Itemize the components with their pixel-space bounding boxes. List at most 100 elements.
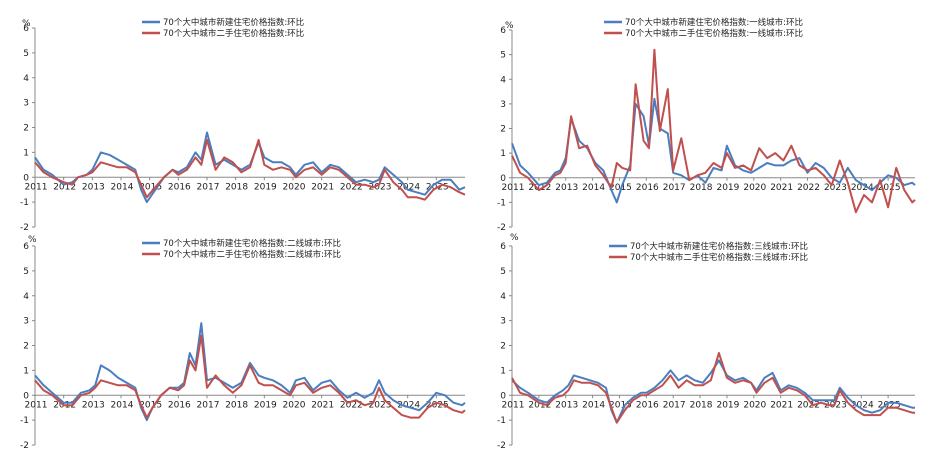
x-tick-label: 2013 [555,183,578,193]
y-tick-label: -2 [20,223,29,233]
series-line-second [34,138,466,201]
y-tick-label: 4 [23,74,29,84]
x-tick-label: 2015 [139,182,162,192]
y-tick-label: 4 [23,292,29,302]
x-tick-label: 2012 [528,400,551,410]
y-tick-label: 6 [500,26,506,36]
x-tick-label: 2014 [582,400,605,410]
y-tick-label: -2 [497,223,506,233]
y-tick-label: 4 [500,75,506,85]
x-tick-label: 2014 [111,400,134,410]
x-tick-label: 2018 [690,183,713,193]
x-tick-label: 2021 [311,400,334,410]
legend-label: 70个大中城市新建住宅价格指数:一线城市:环比 [625,17,803,28]
legend-label: 70个大中城市二手住宅价格指数:一线城市:环比 [625,28,803,39]
y-tick-label: 0 [23,391,29,401]
series-line-second [511,352,915,424]
y-tick-label: 1 [500,366,506,376]
x-tick-label: 2019 [716,183,739,193]
y-unit-label: % [28,235,37,245]
y-tick-label: -1 [497,198,506,208]
y-tick-label: 5 [500,51,506,61]
y-tick-label: 2 [23,124,29,134]
chart-panel-1: % -2 -1 0 1 2 3 4 5 6 2011 2012 2013 2014 2015 2016 2017… [20,17,466,233]
x-tick-label: 2012 [528,183,551,193]
x-tick-label: 2023 [824,183,847,193]
series-line-second [511,48,916,214]
y-tick-label: -1 [20,416,29,426]
x-tick-label: 2025 [878,183,901,193]
y-tick-label: 5 [23,267,29,277]
x-tick-label: 2023 [369,400,392,410]
y-tick-label: 6 [500,242,506,252]
x-tick-label: 2015 [609,400,632,410]
y-tick-label: 6 [23,242,29,252]
series-line-second [34,334,466,419]
x-tick-label: 2015 [139,400,162,410]
x-tick-label: 2014 [111,182,134,192]
x-tick-label: 2020 [283,182,306,192]
x-tick-label: 2021 [770,183,793,193]
x-tick-label: 2021 [311,182,334,192]
legend-label: 70个大中城市新建住宅价格指数:二线城市:环比 [163,238,341,249]
y-unit-label: % [510,233,519,243]
legend-label: 70个大中城市二手住宅价格指数:三线城市:环比 [630,252,808,263]
y-unit-label: % [505,21,514,31]
x-tick-label: 2016 [636,400,659,410]
x-tick-label: 2017 [663,400,686,410]
x-tick-label: 2020 [743,183,766,193]
x-tick-label: 2023 [369,182,392,192]
x-tick-label: 2024 [851,183,874,193]
x-tick-label: 2021 [770,400,793,410]
x-tick-label: 2013 [82,400,105,410]
legend-label: 70个大中城市新建住宅价格指数:三线城市:环比 [630,241,808,252]
x-tick-label: 2019 [716,400,739,410]
x-tick-label: 2017 [197,400,220,410]
y-tick-label: 0 [500,391,506,401]
x-tick-label: 2011 [502,183,525,193]
x-tick-label: 2011 [502,400,525,410]
y-tick-label: 1 [23,148,29,158]
y-tick-label: 2 [23,342,29,352]
x-tick-label: 2016 [168,182,191,192]
x-tick-label: 2011 [25,182,48,192]
y-tick-label: 5 [500,267,506,277]
y-tick-label: 0 [500,174,506,184]
x-tick-label: 2022 [340,182,363,192]
x-tick-label: 2019 [254,400,277,410]
y-unit-label: % [22,19,31,29]
x-tick-label: 2018 [225,400,248,410]
x-tick-label: 2017 [197,182,220,192]
x-tick-label: 2019 [254,182,277,192]
y-tick-label: 3 [500,100,506,110]
y-tick-label: 1 [23,366,29,376]
x-tick-label: 2024 [397,400,420,410]
x-tick-label: 2018 [225,182,248,192]
x-tick-label: 2025 [426,400,449,410]
x-tick-label: 2022 [797,400,820,410]
y-tick-label: 0 [23,173,29,183]
x-tick-label: 2020 [743,400,766,410]
x-tick-label: 2018 [690,400,713,410]
x-tick-label: 2016 [636,183,659,193]
chart-panel-4: % -2 -1 0 1 2 3 4 5 6 2011 2012 2013 2014 2015 2016 2017… [497,233,915,451]
x-tick-label: 2016 [168,400,191,410]
x-tick-label: 2022 [340,400,363,410]
x-tick-label: 2011 [25,400,48,410]
x-tick-label: 2020 [283,400,306,410]
x-tick-label: 2022 [797,183,820,193]
x-tick-label: 2017 [663,183,686,193]
y-tick-label: -2 [20,441,29,451]
y-tick-label: -2 [497,441,506,451]
x-tick-label: 2012 [53,182,76,192]
y-tick-label: -1 [497,416,506,426]
y-tick-label: 6 [23,24,29,34]
y-tick-label: 3 [500,317,506,327]
y-tick-label: 2 [500,342,506,352]
x-tick-label: 2024 [397,182,420,192]
y-tick-label: 4 [500,292,506,302]
y-tick-label: -1 [20,198,29,208]
